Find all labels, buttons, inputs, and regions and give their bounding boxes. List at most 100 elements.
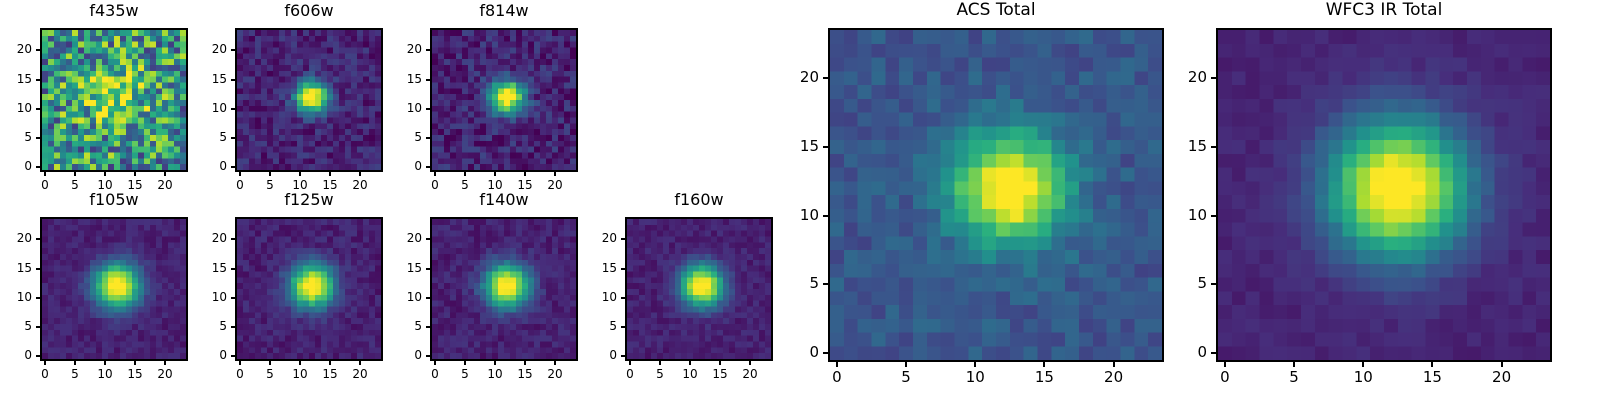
- y-tick-f140w: [426, 267, 430, 270]
- x-tick-label-f160w: 5: [656, 367, 664, 381]
- x-tick-f105w: [134, 361, 136, 365]
- x-tick-label-f435w: 5: [71, 178, 79, 192]
- x-tick-f160w: [629, 361, 631, 365]
- x-tick-label-f105w: 15: [127, 367, 143, 381]
- y-tick-label-f814w: 15: [406, 71, 422, 86]
- y-tick-label-f160w: 10: [601, 289, 617, 304]
- y-tick-f606w: [231, 78, 235, 81]
- x-tick-label-wfc3-ir-total: 15: [1422, 368, 1442, 386]
- x-tick-f814w: [464, 172, 466, 176]
- x-tick-label-f105w: 5: [71, 367, 79, 381]
- y-tick-label-wfc3-ir-total: 15: [1187, 136, 1207, 155]
- x-tick-f105w: [164, 361, 166, 365]
- x-tick-label-wfc3-ir-total: 20: [1492, 368, 1512, 386]
- y-tick-label-f125w: 15: [211, 260, 227, 275]
- x-tick-f125w: [239, 361, 241, 365]
- y-tick-label-f814w: 0: [414, 159, 422, 174]
- y-tick-wfc3-ir-total: [1211, 145, 1216, 148]
- y-tick-f140w: [426, 296, 430, 299]
- x-tick-label-f160w: 0: [626, 367, 634, 381]
- x-tick-label-f125w: 5: [266, 367, 274, 381]
- y-tick-f814w: [426, 49, 430, 52]
- x-tick-label-f160w: 10: [682, 367, 698, 381]
- y-tick-label-f814w: 5: [414, 129, 422, 144]
- x-tick-wfc3-ir-total: [1223, 362, 1226, 367]
- x-tick-f125w: [329, 361, 331, 365]
- heatmap-f435w: [40, 28, 188, 172]
- y-tick-label-f125w: 5: [219, 318, 227, 333]
- x-tick-f606w: [299, 172, 301, 176]
- y-tick-label-f105w: 20: [16, 231, 32, 246]
- x-tick-label-f814w: 0: [431, 178, 439, 192]
- x-tick-acs-total: [974, 362, 977, 367]
- y-tick-label-f125w: 0: [219, 348, 227, 363]
- y-tick-label-acs-total: 5: [809, 274, 819, 293]
- y-tick-f140w: [426, 325, 430, 328]
- y-tick-label-f140w: 15: [406, 260, 422, 275]
- x-tick-label-f814w: 10: [487, 178, 503, 192]
- y-tick-wfc3-ir-total: [1211, 214, 1216, 217]
- y-tick-f140w: [426, 355, 430, 358]
- x-tick-label-f125w: 20: [352, 367, 368, 381]
- y-tick-label-f606w: 20: [211, 42, 227, 57]
- x-tick-label-acs-total: 0: [832, 368, 842, 386]
- y-tick-wfc3-ir-total: [1211, 352, 1216, 355]
- y-tick-wfc3-ir-total: [1211, 77, 1216, 80]
- x-tick-f160w: [659, 361, 661, 365]
- x-tick-f435w: [44, 172, 46, 176]
- x-tick-label-f435w: 20: [157, 178, 173, 192]
- x-tick-label-wfc3-ir-total: 10: [1353, 368, 1373, 386]
- x-tick-label-acs-total: 5: [901, 368, 911, 386]
- x-tick-f105w: [74, 361, 76, 365]
- y-tick-label-f435w: 20: [16, 42, 32, 57]
- y-tick-f105w: [36, 296, 40, 299]
- x-tick-label-f814w: 5: [461, 178, 469, 192]
- y-tick-acs-total: [823, 77, 828, 80]
- y-tick-label-f160w: 20: [601, 231, 617, 246]
- y-tick-f160w: [621, 325, 625, 328]
- y-tick-label-acs-total: 0: [809, 343, 819, 362]
- x-tick-label-f606w: 0: [236, 178, 244, 192]
- y-tick-f125w: [231, 325, 235, 328]
- x-tick-wfc3-ir-total: [1500, 362, 1503, 367]
- x-tick-f140w: [464, 361, 466, 365]
- heatmap-f140w: [430, 217, 578, 361]
- panel-title-f105w: f105w: [89, 190, 139, 209]
- y-tick-label-f435w: 15: [16, 71, 32, 86]
- x-tick-label-f140w: 15: [517, 367, 533, 381]
- y-tick-f435w: [36, 136, 40, 139]
- x-tick-acs-total: [905, 362, 908, 367]
- y-tick-label-f105w: 5: [24, 318, 32, 333]
- x-tick-label-f105w: 0: [41, 367, 49, 381]
- y-tick-label-f140w: 5: [414, 318, 422, 333]
- y-tick-label-f160w: 5: [609, 318, 617, 333]
- panel-title-f160w: f160w: [674, 190, 724, 209]
- panel-title-wfc3-ir-total: WFC3 IR Total: [1325, 0, 1443, 20]
- x-tick-f140w: [554, 361, 556, 365]
- y-tick-label-acs-total: 10: [799, 205, 819, 224]
- y-tick-label-f160w: 15: [601, 260, 617, 275]
- x-tick-f435w: [104, 172, 106, 176]
- y-tick-label-f606w: 10: [211, 100, 227, 115]
- x-tick-label-f105w: 10: [97, 367, 113, 381]
- y-tick-label-f140w: 20: [406, 231, 422, 246]
- x-tick-wfc3-ir-total: [1431, 362, 1434, 367]
- x-tick-label-f606w: 5: [266, 178, 274, 192]
- x-tick-label-f125w: 0: [236, 367, 244, 381]
- x-tick-f140w: [494, 361, 496, 365]
- x-tick-f435w: [74, 172, 76, 176]
- y-tick-f105w: [36, 238, 40, 241]
- y-tick-acs-total: [823, 283, 828, 286]
- y-tick-acs-total: [823, 145, 828, 148]
- x-tick-f105w: [104, 361, 106, 365]
- y-tick-acs-total: [823, 352, 828, 355]
- panel-title-f140w: f140w: [479, 190, 529, 209]
- x-tick-label-f140w: 0: [431, 367, 439, 381]
- y-tick-f435w: [36, 107, 40, 110]
- y-tick-f435w: [36, 49, 40, 52]
- y-tick-f125w: [231, 296, 235, 299]
- y-tick-f606w: [231, 107, 235, 110]
- x-tick-label-f160w: 15: [712, 367, 728, 381]
- x-tick-label-f814w: 20: [547, 178, 563, 192]
- y-tick-f160w: [621, 296, 625, 299]
